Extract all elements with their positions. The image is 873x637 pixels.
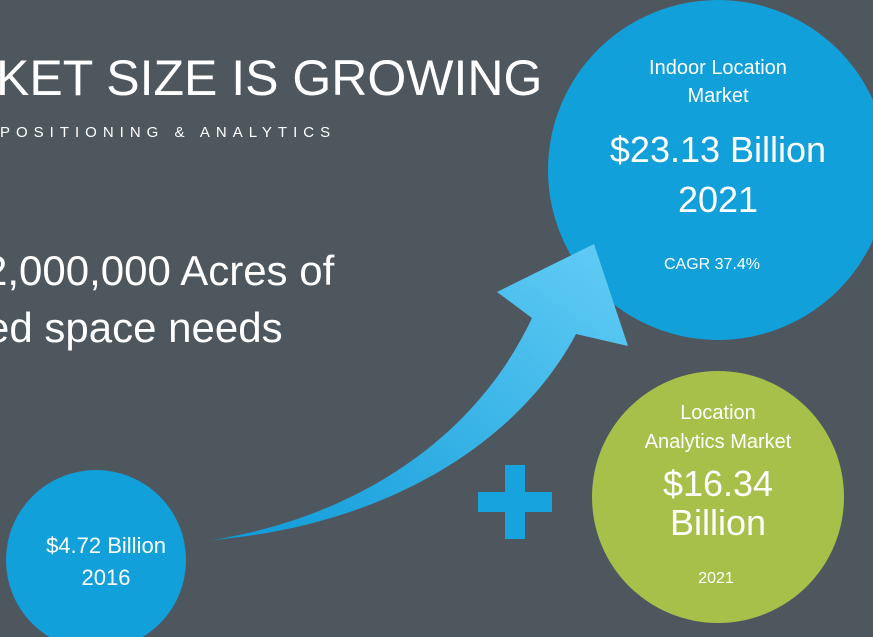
bubble-year: 2016 [82,565,131,590]
subtitle: POSITIONING & ANALYTICS [0,124,336,141]
bubble-value: $23.13 Billion [610,129,826,170]
bubble-analytics [592,371,844,623]
title: KET SIZE IS GROWING [0,50,542,106]
bubble-text: Indoor Location [649,57,787,79]
bubble-text: Location [680,402,756,424]
bubble-year: 2021 [678,179,758,220]
bubble-indoor [548,0,873,340]
headline-line: ed space needs [0,304,283,351]
bubble-value: $4.72 Billion [46,533,166,558]
bubble-value: $16.34 [663,463,773,504]
bubble-value: Billion [670,502,766,543]
bubble-year: 2021 [698,570,734,587]
bubble-text: CAGR 37.4% [664,256,760,273]
bubble-2016 [6,470,186,637]
plus-sign [478,465,552,539]
bubble-text: Analytics Market [645,431,792,453]
bubble-text: Market [687,85,749,107]
growth-arrow [212,244,628,540]
headline-line: 2,000,000 Acres of [0,247,335,294]
